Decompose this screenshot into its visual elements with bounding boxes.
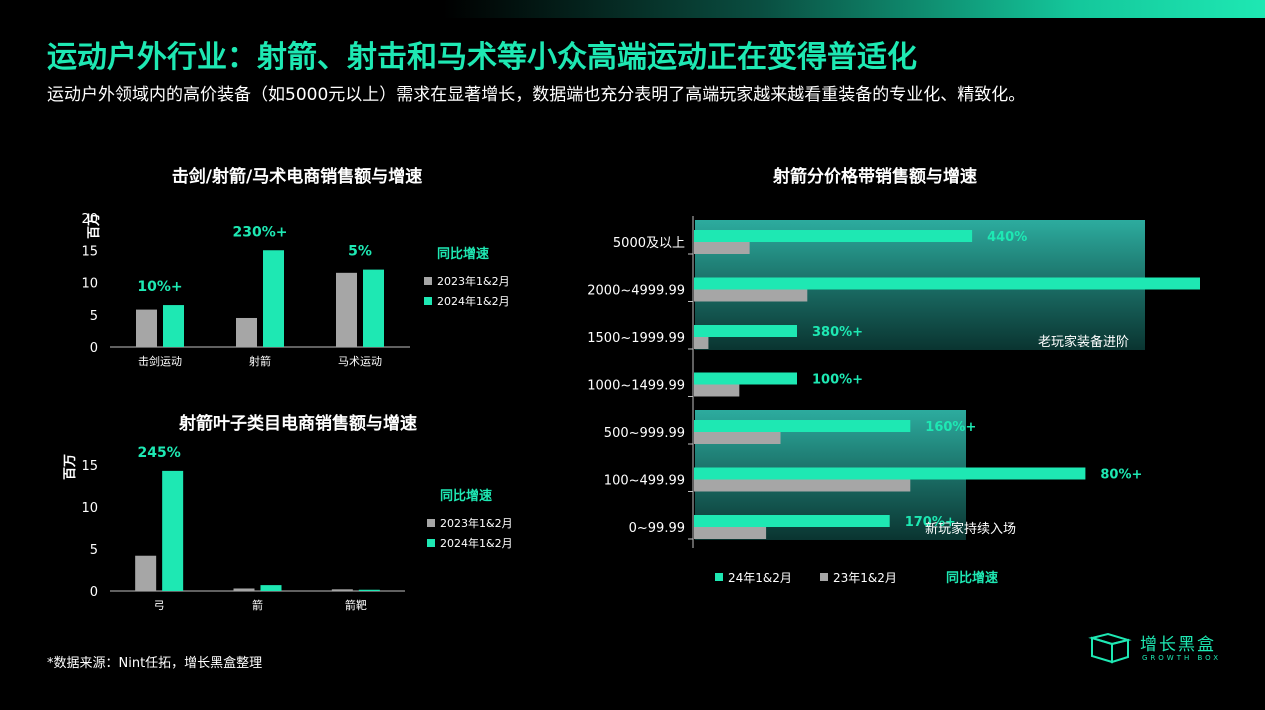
growth-label: 80%+ bbox=[1100, 468, 1142, 483]
bar bbox=[694, 420, 911, 432]
category-label: 1500~1999.99 bbox=[587, 331, 685, 346]
y-tick-label: 10 bbox=[81, 501, 98, 516]
legend-swatch bbox=[715, 573, 723, 581]
legend-swatch bbox=[427, 519, 435, 527]
legend-label: 2024年1&2月 bbox=[440, 536, 513, 550]
bar bbox=[236, 317, 257, 347]
bar bbox=[694, 515, 890, 527]
bar bbox=[336, 272, 357, 347]
bar bbox=[694, 467, 1086, 480]
legend-label: 24年1&2月 bbox=[728, 571, 792, 585]
brand-logo: 增长黑盒 GROWTH BOX bbox=[1088, 630, 1228, 666]
bar bbox=[694, 230, 973, 242]
growth-label: 160%+ bbox=[925, 420, 976, 435]
x-tick-label: 马术运动 bbox=[338, 355, 382, 368]
chart-title: 击剑/射箭/马术电商销售额与增速 bbox=[172, 166, 422, 187]
bar bbox=[694, 479, 911, 492]
bar bbox=[263, 250, 284, 347]
category-label: 5000及以上 bbox=[613, 236, 685, 251]
category-label: 500~999.99 bbox=[604, 426, 685, 441]
growth-label: 100%+ bbox=[812, 373, 863, 388]
bar bbox=[233, 588, 255, 591]
legend-label: 2023年1&2月 bbox=[437, 274, 510, 288]
bar bbox=[694, 289, 808, 302]
growth-label: 170%+ bbox=[905, 515, 956, 530]
y-tick-label: 5 bbox=[90, 309, 98, 324]
box-logo-icon bbox=[1088, 632, 1132, 664]
bar bbox=[694, 432, 781, 444]
legend-label: 23年1&2月 bbox=[833, 571, 897, 585]
logo-subtitle: GROWTH BOX bbox=[1142, 654, 1222, 662]
page-title: 运动户外行业：射箭、射击和马术等小众高端运动正在变得普适化 bbox=[47, 40, 917, 75]
bar bbox=[358, 589, 380, 591]
x-tick-label: 弓 bbox=[154, 599, 165, 612]
annotation-new-players: 新玩家持续入场 bbox=[925, 521, 1016, 537]
legend-swatch bbox=[820, 573, 828, 581]
category-label: 100~499.99 bbox=[604, 474, 685, 489]
legend-title: 同比增速 bbox=[440, 488, 492, 504]
growth-label: 380%+ bbox=[812, 325, 863, 340]
page-subtitle: 运动户外领域内的高价装备（如5000元以上）需求在显著增长，数据端也充分表明了高… bbox=[47, 85, 1026, 105]
top-gradient-bar bbox=[0, 0, 1265, 18]
y-tick-label: 0 bbox=[90, 585, 98, 600]
x-tick-label: 箭靶 bbox=[345, 598, 367, 612]
x-tick-label: 箭 bbox=[252, 598, 263, 612]
y-tick-label: 15 bbox=[81, 244, 98, 259]
y-tick-label: 5 bbox=[90, 543, 98, 558]
chart-archery-price-band-sales: 射箭分价格带销售额与增速5000及以上440%2000~4999.99600%1… bbox=[587, 166, 1200, 586]
legend-swatch bbox=[427, 539, 435, 547]
growth-label: 440% bbox=[987, 230, 1027, 245]
bar bbox=[331, 589, 353, 591]
legend-swatch bbox=[424, 277, 432, 285]
y-tick-label: 20 bbox=[81, 212, 98, 227]
data-source-note: *数据来源：Nint任拓，增长黑盒整理 bbox=[47, 656, 263, 671]
bar bbox=[136, 309, 157, 347]
bar bbox=[694, 384, 740, 397]
bar bbox=[163, 305, 184, 347]
bar bbox=[694, 372, 797, 385]
legend-label: 2024年1&2月 bbox=[437, 294, 510, 308]
y-tick-label: 15 bbox=[81, 459, 98, 474]
legend-title: 同比增速 bbox=[437, 246, 489, 262]
annotation-old-players: 老玩家装备进阶 bbox=[1038, 334, 1129, 350]
growth-label: 245% bbox=[138, 445, 181, 461]
chart-title: 射箭分价格带销售额与增速 bbox=[772, 166, 977, 187]
bar bbox=[162, 470, 184, 591]
category-label: 0~99.99 bbox=[629, 521, 685, 536]
bar bbox=[135, 555, 157, 591]
category-label: 1000~1499.99 bbox=[587, 379, 685, 394]
legend-swatch bbox=[424, 297, 432, 305]
y-axis-label: 百万 bbox=[87, 213, 102, 239]
y-tick-label: 10 bbox=[81, 277, 98, 292]
bar bbox=[694, 242, 750, 254]
growth-label: 5% bbox=[348, 244, 372, 260]
x-tick-label: 射箭 bbox=[249, 354, 271, 368]
bar bbox=[694, 277, 1200, 290]
legend-title: 同比增速 bbox=[946, 570, 998, 586]
bar bbox=[363, 269, 384, 347]
growth-label: 230%+ bbox=[233, 224, 288, 240]
chart-title: 射箭叶子类目电商销售额与增速 bbox=[178, 413, 417, 434]
y-tick-label: 0 bbox=[90, 341, 98, 356]
y-axis-label: 百万 bbox=[63, 454, 78, 480]
bar bbox=[694, 337, 709, 349]
growth-label: 10%+ bbox=[137, 279, 182, 295]
category-label: 2000~4999.99 bbox=[587, 284, 685, 299]
x-tick-label: 击剑运动 bbox=[138, 354, 182, 368]
logo-name: 增长黑盒 bbox=[1140, 635, 1216, 655]
legend-label: 2023年1&2月 bbox=[440, 516, 513, 530]
bar bbox=[260, 585, 282, 591]
bar bbox=[694, 325, 797, 337]
bar bbox=[694, 527, 767, 539]
